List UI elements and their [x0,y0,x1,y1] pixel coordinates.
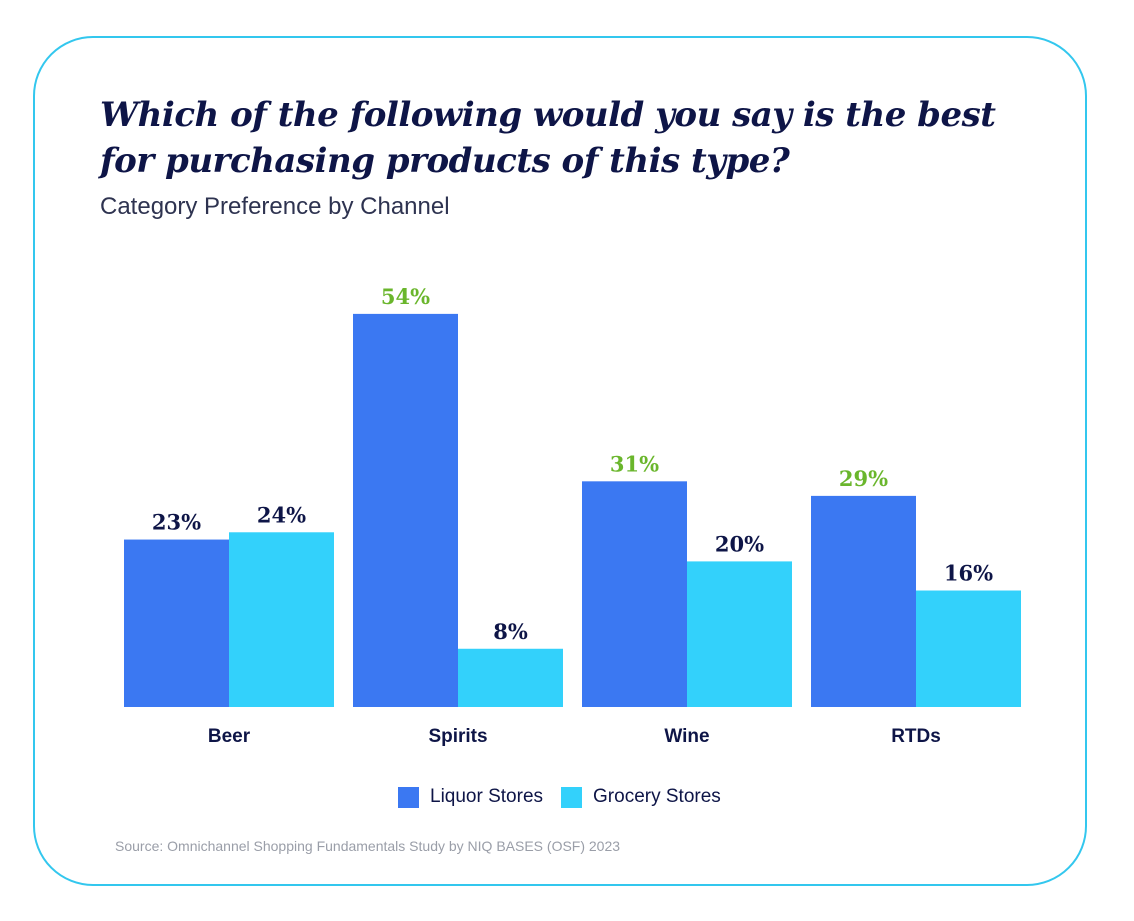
value-label-spirits-grocery-stores: 8% [493,619,528,644]
bar-wine-liquor-stores [582,481,687,707]
category-label-wine: Wine [664,726,709,747]
legend-label-grocery: Grocery Stores [593,786,721,807]
category-label-spirits: Spirits [428,726,487,747]
bar-wine-grocery-stores [687,561,792,707]
value-label-spirits-liquor-stores: 54% [381,284,430,309]
legend-item-liquor: Liquor Stores [398,786,543,808]
category-label-beer: Beer [208,726,251,747]
bar-beer-grocery-stores [229,532,334,707]
bar-spirits-liquor-stores [353,313,458,707]
chart-title: Which of the following would you say is … [100,95,996,181]
legend-label-liquor: Liquor Stores [430,786,544,807]
bar-rtds-liquor-stores [811,495,916,707]
value-label-beer-grocery-stores: 24% [257,502,306,527]
value-label-rtds-liquor-stores: 29% [839,466,888,491]
value-label-wine-grocery-stores: 20% [715,531,764,556]
category-label-rtds: RTDs [891,726,941,747]
legend: Liquor Stores Grocery Stores [398,786,739,808]
value-label-beer-liquor-stores: 23% [152,510,201,535]
value-label-wine-liquor-stores: 31% [610,451,659,476]
legend-item-grocery: Grocery Stores [561,786,721,808]
legend-swatch-liquor [398,786,419,808]
bar-beer-liquor-stores [124,539,229,707]
value-label-rtds-grocery-stores: 16% [944,561,993,586]
legend-swatch-grocery [561,786,583,808]
source-note: Source: Omnichannel Shopping Fundamental… [115,838,621,854]
bar-spirits-grocery-stores [458,648,563,707]
chart-card [33,36,1087,886]
chart-subtitle: Category Preference by Channel [100,193,450,220]
bar-rtds-grocery-stores [916,590,1021,707]
